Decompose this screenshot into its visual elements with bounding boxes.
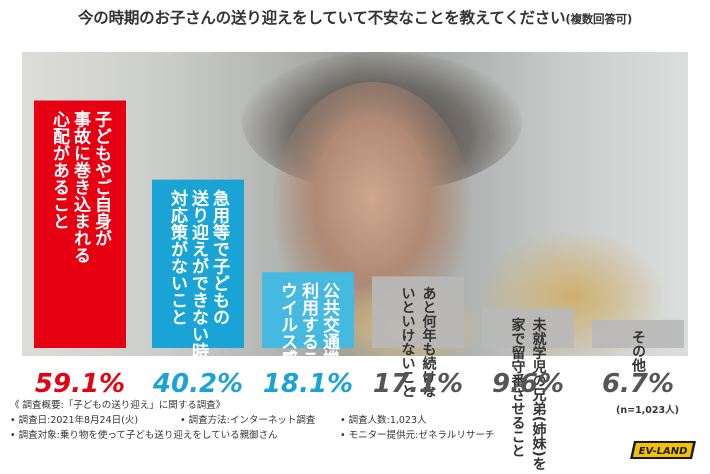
logo-text: EV-LAND — [639, 446, 688, 457]
bar-3 — [262, 272, 354, 348]
survey-target: • 調査対象:乗り物を使って子ども送り迎えをしている親御さん — [10, 430, 278, 441]
category-label-4-line-2: いといけないこと — [400, 286, 416, 398]
survey-provider: • モニター提供元:ゼネラルリサーチ — [340, 430, 495, 441]
bar-4 — [372, 276, 464, 348]
category-label-1-line-3: 心配があること — [49, 110, 70, 229]
value-label-5: 9.6% — [492, 369, 564, 399]
chart-title-suffix: (複数回答可) — [565, 12, 633, 26]
value-label-6: 6.7% — [602, 369, 674, 399]
bar-2 — [152, 179, 244, 348]
value-label-4: 17.1% — [373, 369, 463, 399]
category-label-3-line-3: ウイルス感染のリスク — [277, 282, 298, 452]
category-label-5-line-1: 未就学児の兄弟(姉妹)を — [531, 317, 548, 471]
sample-size-label: (n=1,023人) — [616, 405, 679, 416]
bar-1 — [34, 100, 126, 348]
value-label-1: 59.1% — [35, 369, 125, 399]
bar-5 — [482, 307, 574, 348]
survey-date: • 調査日:2021年8月24日(火) — [10, 415, 139, 426]
survey-notes: 《 調査概要:「子どもの送り迎え」に関する調査》 • 調査日:2021年8月24… — [10, 398, 630, 443]
survey-count: • 調査人数:1,023人 — [340, 415, 427, 426]
category-label-2-line-1: 急用等で子どもの — [209, 189, 230, 326]
survey-heading: 《 調査概要:「子どもの送り迎え」に関する調査》 — [10, 400, 226, 411]
category-label-5-line-2: 家で留守番させること — [510, 317, 527, 458]
category-label-1-line-1: 子どもやご自身が — [91, 111, 112, 247]
category-label-2-line-3: 対応策がないこと — [167, 189, 189, 326]
ev-land-logo: EV-LAND — [630, 441, 696, 459]
category-label-4-line-1: あと何年も続けな — [421, 286, 437, 398]
survey-method: • 調査方法:インターネット調査 — [180, 415, 316, 426]
category-label-3-line-1: 公共交通機関を — [319, 282, 340, 401]
bar-6 — [592, 319, 684, 348]
value-label-3: 18.1% — [263, 369, 353, 399]
category-label-6-line-1: その他 — [630, 330, 647, 373]
category-label-2-line-2: 送り迎えができない時の — [188, 189, 209, 377]
value-label-2: 40.2% — [152, 369, 243, 399]
category-label-1-line-2: 事故に巻き込まれる — [70, 110, 92, 263]
chart-title-main: 今の時期のお子さんの送り迎えをしていて不安なことを教えてください — [77, 9, 566, 27]
chart-title: 今の時期のお子さんの送り迎えをしていて不安なことを教えてください(複数回答可) — [0, 6, 710, 28]
category-label-3-line-2: 利用することによる、 — [298, 281, 319, 452]
